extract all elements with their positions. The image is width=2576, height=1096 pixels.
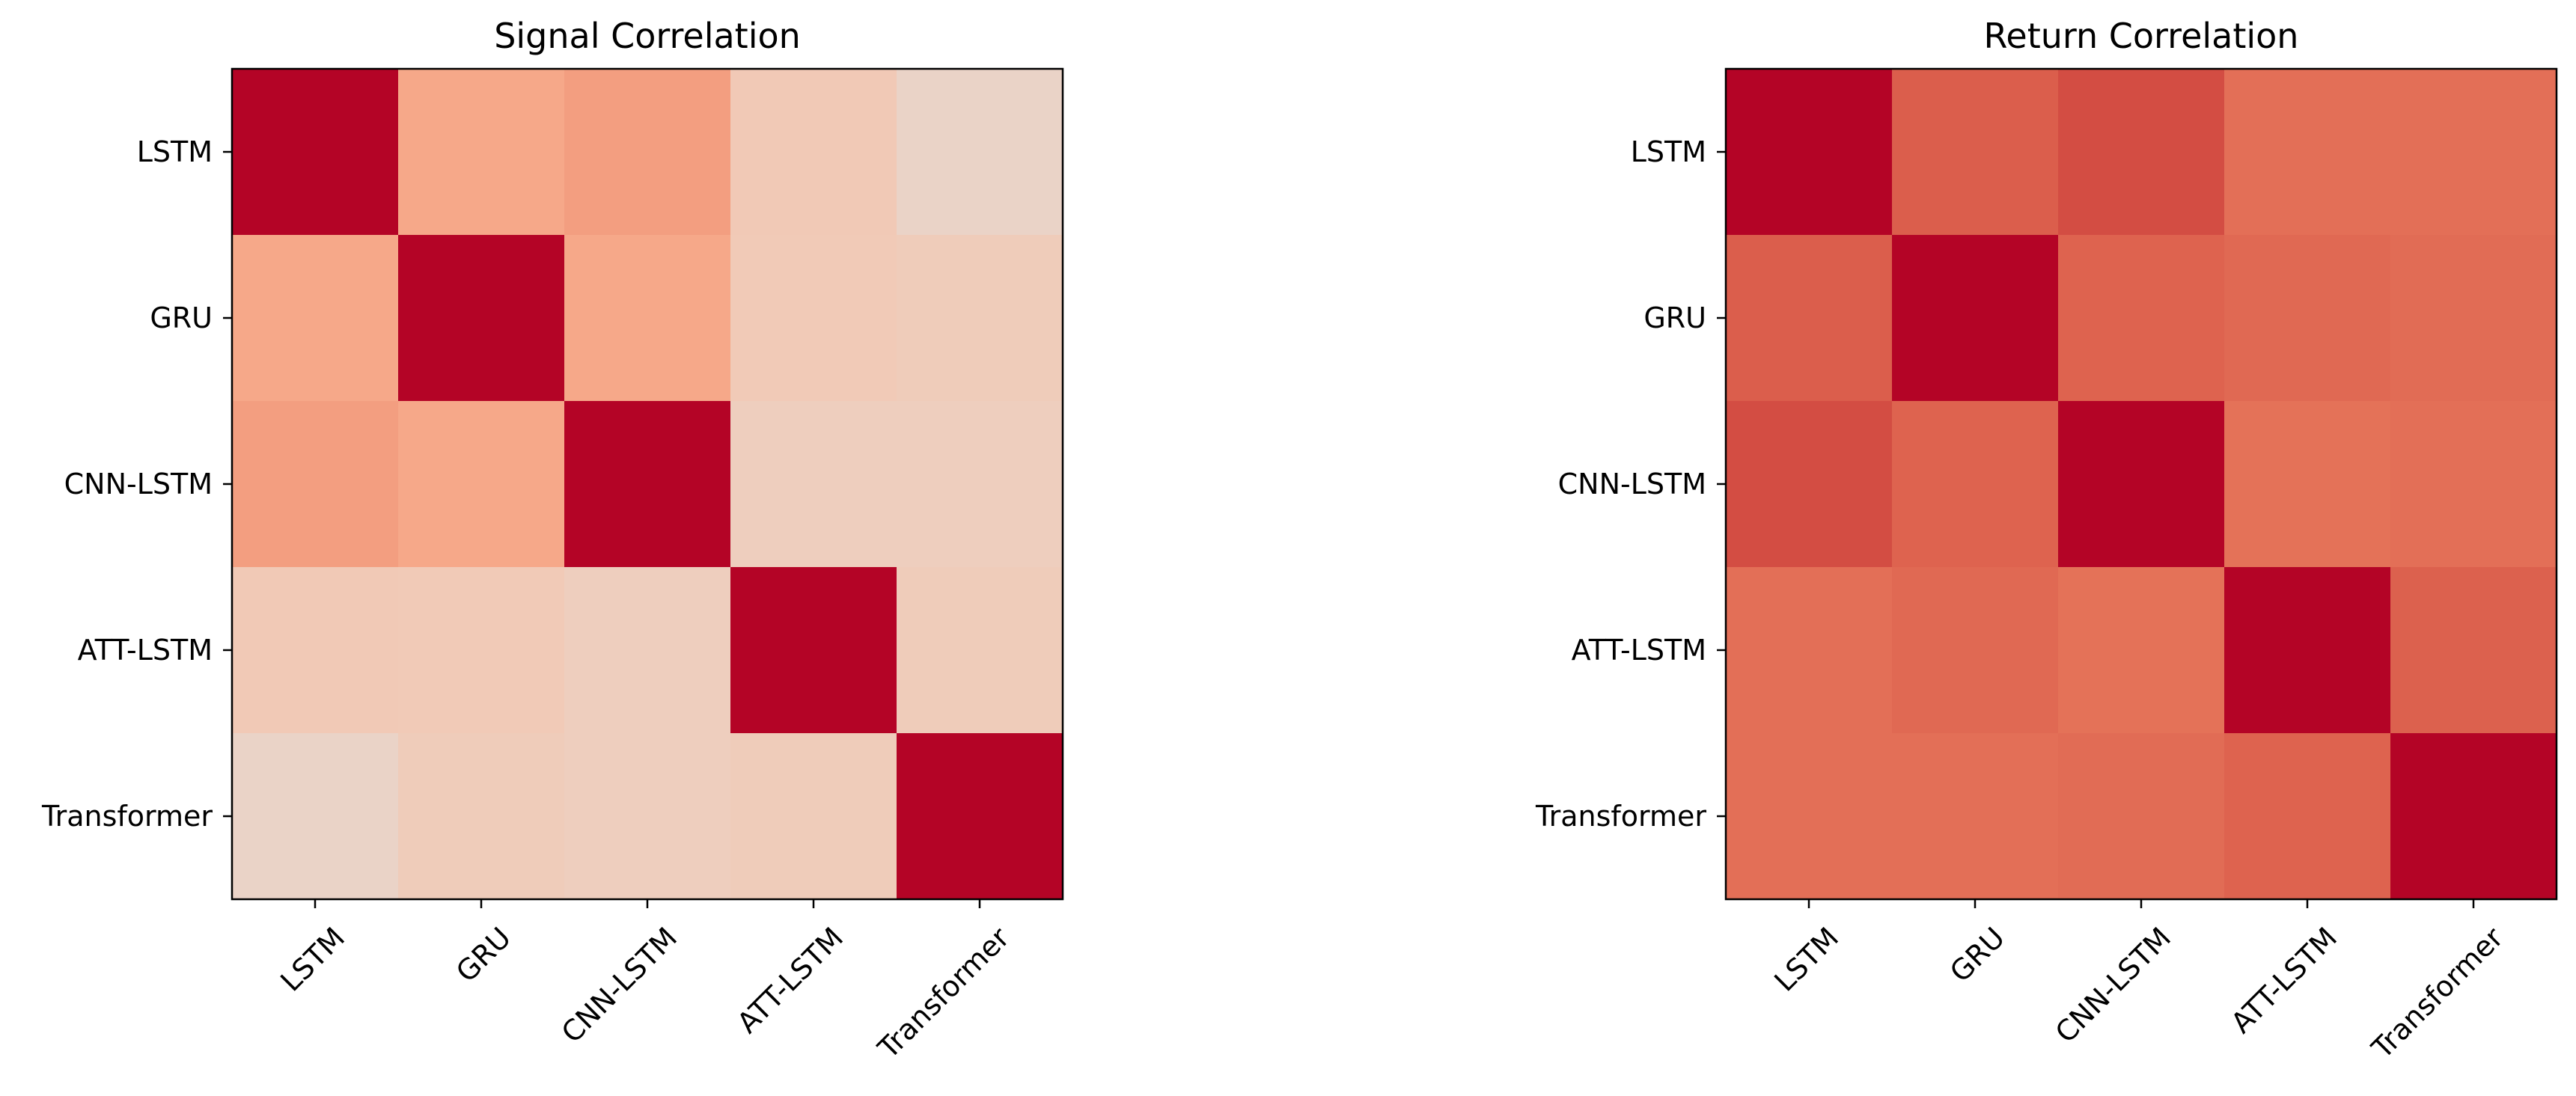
heatmap-cell: [2390, 733, 2557, 900]
heatmap-cell: [232, 567, 399, 734]
y-tick-label: Transformer: [41, 800, 213, 833]
chart-title: Return Correlation: [1984, 16, 2299, 56]
heatmap-cell: [232, 69, 399, 236]
heatmap-cell: [2390, 235, 2557, 402]
heatmap-cell: [897, 235, 1063, 402]
chart-title: Signal Correlation: [494, 16, 801, 56]
y-tick-label: CNN-LSTM: [1558, 468, 1706, 500]
heatmap-cell: [232, 401, 399, 568]
heatmap-cell: [2390, 401, 2557, 568]
heatmap-cell: [897, 567, 1063, 734]
heatmap-cell: [1726, 69, 1893, 236]
heatmap-cell: [232, 235, 399, 402]
heatmap-cell: [2058, 567, 2225, 734]
y-tick-label: GRU: [150, 301, 213, 334]
heatmap-cell: [897, 69, 1063, 236]
heatmap-cell: [2058, 69, 2225, 236]
heatmap-cell: [1726, 567, 1893, 734]
y-tick-label: LSTM: [1631, 135, 1706, 168]
heatmap-cell: [730, 401, 897, 568]
heatmap-cell: [730, 235, 897, 402]
heatmap-cell: [564, 567, 731, 734]
heatmap-cell: [1892, 567, 2059, 734]
heatmap-cell: [2058, 733, 2225, 900]
heatmap-cell: [1726, 733, 1893, 900]
y-tick-label: Transformer: [1535, 800, 1706, 833]
heatmap-cell: [2224, 401, 2391, 568]
heatmap-cell: [730, 733, 897, 900]
heatmap-cell: [2058, 235, 2225, 402]
heatmap-cell: [1892, 733, 2059, 900]
y-tick-label: GRU: [1643, 301, 1706, 334]
heatmap-cell: [398, 235, 565, 402]
heatmap-cell: [564, 733, 731, 900]
heatmap-cell: [398, 401, 565, 568]
heatmap-cell: [730, 69, 897, 236]
heatmap-cells: [1726, 69, 2557, 900]
heatmap-cell: [2224, 567, 2391, 734]
heatmap-cells: [232, 69, 1063, 900]
heatmap-cell: [1892, 401, 2059, 568]
heatmap-cell: [730, 567, 897, 734]
heatmap-cell: [897, 733, 1063, 900]
heatmap-cell: [2390, 567, 2557, 734]
heatmap-cell: [1892, 69, 2059, 236]
heatmap-cell: [564, 235, 731, 402]
heatmap-cell: [2058, 401, 2225, 568]
heatmap-cell: [232, 733, 399, 900]
heatmap-cell: [1726, 235, 1893, 402]
heatmap-cell: [1892, 235, 2059, 402]
heatmap-cell: [398, 567, 565, 734]
y-tick-label: LSTM: [137, 135, 213, 168]
heatmap-cell: [564, 69, 731, 236]
heatmap-cell: [1726, 401, 1893, 568]
heatmap-cell: [2224, 733, 2391, 900]
heatmap-cell: [564, 401, 731, 568]
heatmap-cell: [2390, 69, 2557, 236]
y-tick-label: ATT-LSTM: [1572, 634, 1706, 667]
y-tick-label: ATT-LSTM: [78, 634, 213, 667]
heatmap-cell: [897, 401, 1063, 568]
heatmap-cell: [398, 733, 565, 900]
y-tick-label: CNN-LSTM: [64, 468, 213, 500]
return-correlation-heatmap: Return Correlation LSTM GRU CNN-LSTM ATT-LS…: [1535, 16, 2558, 1065]
heatmap-cell: [2224, 69, 2391, 236]
heatmap-cell: [398, 69, 565, 236]
heatmap-cell: [2224, 235, 2391, 402]
